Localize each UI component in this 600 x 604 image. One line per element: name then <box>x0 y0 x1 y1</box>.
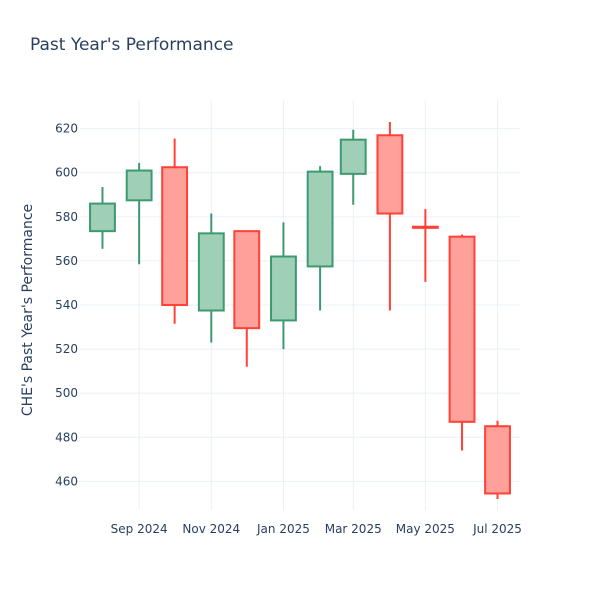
x-tick-label: May 2025 <box>396 522 455 536</box>
candle-body <box>411 225 439 229</box>
x-tick-label: Jul 2025 <box>472 522 522 536</box>
x-tick-label: Jan 2025 <box>256 522 310 536</box>
y-tick-label: 620 <box>55 122 78 136</box>
y-tick-label: 460 <box>55 474 78 488</box>
candle-body <box>161 166 189 306</box>
axis-layer: 460 480 500 520 540 560 580 600 620 Sep 2024 Nov 2… <box>55 122 522 536</box>
x-tick-label: Mar 2025 <box>325 522 382 536</box>
y-tick-label: 600 <box>55 166 78 180</box>
candle-increasing <box>89 187 116 249</box>
chart-title: Past Year's Performance <box>30 35 234 55</box>
candle-body <box>125 169 153 202</box>
candle-decreasing <box>161 138 189 324</box>
x-tick-label: Nov 2024 <box>182 522 240 536</box>
candle-decreasing <box>448 234 476 451</box>
y-tick-label: 480 <box>55 430 78 444</box>
candle-body <box>484 425 511 495</box>
x-tick-label: Sep 2024 <box>111 522 168 536</box>
candle-increasing <box>125 162 153 265</box>
y-tick-label: 540 <box>55 298 78 312</box>
candle-increasing <box>306 166 334 311</box>
candle-body <box>270 255 297 322</box>
y-axis-title: CHE's Past Year's Performance <box>20 204 36 416</box>
candle-decreasing <box>233 230 261 367</box>
candle-body <box>448 235 476 423</box>
candle-body <box>376 134 404 215</box>
candle-increasing <box>197 213 225 343</box>
candle-increasing <box>270 222 297 350</box>
candle-decreasing <box>376 122 404 311</box>
candle-body <box>197 232 225 312</box>
candle-decreasing <box>411 209 439 282</box>
candle-increasing <box>339 129 367 205</box>
y-tick-label: 520 <box>55 342 78 356</box>
grid-layer <box>80 100 520 510</box>
y-tick-label: 580 <box>55 210 78 224</box>
candle-decreasing <box>484 420 511 499</box>
candle-body <box>89 202 116 233</box>
candle-body <box>306 170 334 268</box>
candle-body <box>233 230 261 330</box>
candle-layer <box>89 122 511 499</box>
candle-body <box>339 138 367 175</box>
y-tick-label: 500 <box>55 386 78 400</box>
y-tick-label: 560 <box>55 254 78 268</box>
